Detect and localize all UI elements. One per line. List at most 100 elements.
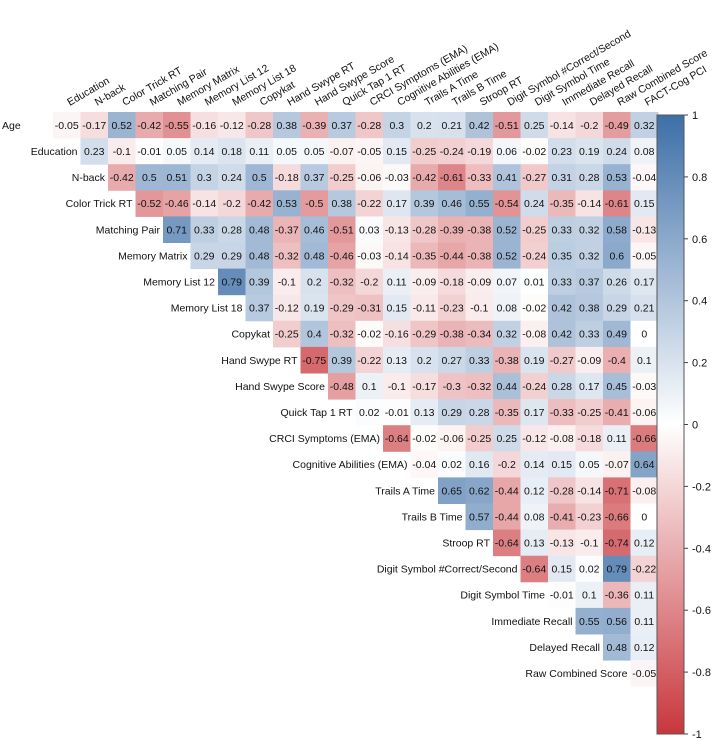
cell-hand-swype-score-delayed-recall	[575, 373, 604, 400]
cell-value: 0.65	[442, 485, 463, 497]
cell-hand-swype-score-stroop-rt	[465, 373, 494, 400]
cell-value: 0.08	[524, 511, 545, 523]
cell-value: 0.46	[442, 198, 463, 210]
cell-value: 0.14	[524, 459, 545, 471]
cell-memory-list-12-delayed-recall	[575, 268, 604, 296]
cell-value: 0.19	[579, 146, 600, 158]
cell-value: -0.41	[605, 407, 629, 419]
cell-value: -0.64	[522, 564, 546, 576]
cell-age-trails-a-time	[410, 112, 439, 139]
cell-matching-pair-digit-symbol-correct-second	[493, 216, 521, 243]
cell-delayed-recall-raw-combined-score	[603, 634, 631, 661]
cell-value: 0.62	[469, 485, 490, 497]
colorbar-tick-label: 0.2	[692, 358, 707, 370]
cell-value: 0.19	[304, 303, 325, 315]
cell-age-raw-combined-score	[603, 112, 631, 139]
cell-raw-combined-score-fact-cog-pci	[630, 660, 659, 687]
colorbar-gradient	[656, 114, 685, 735]
cell-digit-symbol-correct-second-immediate-recall	[548, 555, 576, 583]
cell-hand-swype-rt-immediate-recall	[548, 346, 576, 374]
cell-age-matching-pair	[135, 112, 164, 139]
cell-value: 0.52	[497, 250, 518, 262]
row-label-color-trick-rt: Color Trick RT	[66, 198, 133, 210]
cell-value: -0.71	[605, 485, 629, 497]
cell-value: -0.12	[220, 120, 244, 132]
cell-value: -0.28	[550, 485, 574, 497]
cell-copykat-cognitive-abilities-ema	[383, 320, 411, 348]
cell-value: -0.23	[577, 511, 601, 523]
cell-value: 0.13	[387, 355, 408, 367]
cell-memory-list-12-quick-tap-1-rt	[328, 268, 356, 296]
cell-value: -0.12	[275, 303, 299, 315]
cell-value: 0.29	[222, 250, 243, 262]
cell-value: 0.33	[579, 329, 600, 341]
cell-memory-list-18-immediate-recall	[548, 294, 576, 322]
cell-copykat-immediate-recall	[548, 320, 576, 348]
cell-hand-swype-score-cognitive-abilities-ema	[383, 373, 411, 400]
cell-matching-pair-cognitive-abilities-ema	[383, 216, 411, 243]
cell-trails-a-time-trails-b-time	[438, 477, 466, 504]
cell-value: 0.17	[579, 381, 600, 393]
cell-value: -0.32	[330, 329, 354, 341]
cell-stroop-rt-digit-symbol-time	[520, 529, 549, 557]
cell-n-back-color-trick-rt	[108, 164, 136, 191]
colorbar-tick-label: 0	[692, 420, 698, 432]
cell-n-back-trails-a-time	[410, 164, 439, 191]
cell-value: -0.55	[165, 120, 189, 132]
cell-cognitive-abilities-ema-raw-combined-score	[603, 451, 631, 478]
cell-value: -0.66	[605, 511, 629, 523]
cell-education-stroop-rt	[465, 138, 494, 165]
row-label-trails-b-time: Trails B Time	[402, 511, 463, 523]
cell-value: 0.35	[552, 250, 573, 262]
cell-color-trick-rt-immediate-recall	[548, 190, 576, 217]
cell-stroop-rt-immediate-recall	[548, 529, 576, 557]
cell-value: -0.04	[412, 459, 436, 471]
cell-value: -0.01	[137, 146, 161, 158]
cell-value: 0.1	[582, 590, 597, 602]
cell-n-back-raw-combined-score	[603, 164, 631, 191]
colorbar-tick-label: 0.4	[692, 296, 707, 308]
cell-digit-symbol-time-fact-cog-pci	[630, 581, 659, 609]
cell-value: -0.17	[412, 381, 436, 393]
cell-education-hand-swype-score	[300, 138, 329, 165]
cell-value: 0.16	[469, 459, 490, 471]
cell-value: -0.14	[385, 250, 409, 262]
cell-value: -0.35	[550, 198, 574, 210]
cell-value: -0.35	[495, 407, 519, 419]
cell-education-delayed-recall	[575, 138, 604, 165]
cell-value: 0.38	[277, 120, 298, 132]
cell-value: 0.02	[579, 564, 600, 576]
cell-value: -0.44	[495, 511, 519, 523]
colorbar: 1 0.8 0.6 0.4 0.2 0 -0.2 -0.4 -0.6 -0.8 -1	[656, 110, 711, 741]
cell-hand-swype-rt-quick-tap-1-rt	[328, 346, 356, 374]
cell-hand-swype-score-digit-symbol-correct-second	[493, 373, 521, 400]
cell-value: 0.15	[552, 564, 573, 576]
cell-value: 0.24	[607, 146, 628, 158]
cell-age-color-trick-rt	[108, 112, 136, 139]
cell-age-memory-matrix	[163, 112, 191, 139]
cell-value: -0.09	[467, 276, 491, 288]
cell-value: 0.05	[304, 146, 325, 158]
cell-memory-matrix-quick-tap-1-rt	[328, 242, 356, 270]
cell-value: -0.46	[165, 198, 189, 210]
cell-value: -0.33	[467, 172, 491, 184]
cell-value: 0.12	[524, 485, 545, 497]
cell-value: 0.02	[359, 407, 380, 419]
cell-trails-a-time-digit-symbol-time	[520, 477, 549, 504]
cell-value: -0.42	[137, 120, 161, 132]
row-label-copykat: Copykat	[231, 329, 270, 341]
cell-hand-swype-score-crci-symptoms-ema	[355, 373, 384, 400]
colorbar-tick-label: 1	[692, 110, 698, 122]
cell-value: -0.14	[577, 198, 601, 210]
cell-value: -0.14	[577, 485, 601, 497]
cell-cognitive-abilities-ema-delayed-recall	[575, 451, 604, 478]
cell-value: 0.42	[552, 303, 573, 315]
cell-value: -0.64	[495, 537, 519, 549]
cell-value: -0.42	[110, 172, 134, 184]
cell-n-back-hand-swype-rt	[273, 164, 301, 191]
cell-value: 0.29	[442, 407, 463, 419]
cell-color-trick-rt-digit-symbol-time	[520, 190, 549, 217]
cell-value: -0.06	[357, 172, 381, 184]
row-label-hand-swype-rt: Hand Swype RT	[221, 355, 298, 367]
cell-n-back-copykat	[245, 164, 274, 191]
